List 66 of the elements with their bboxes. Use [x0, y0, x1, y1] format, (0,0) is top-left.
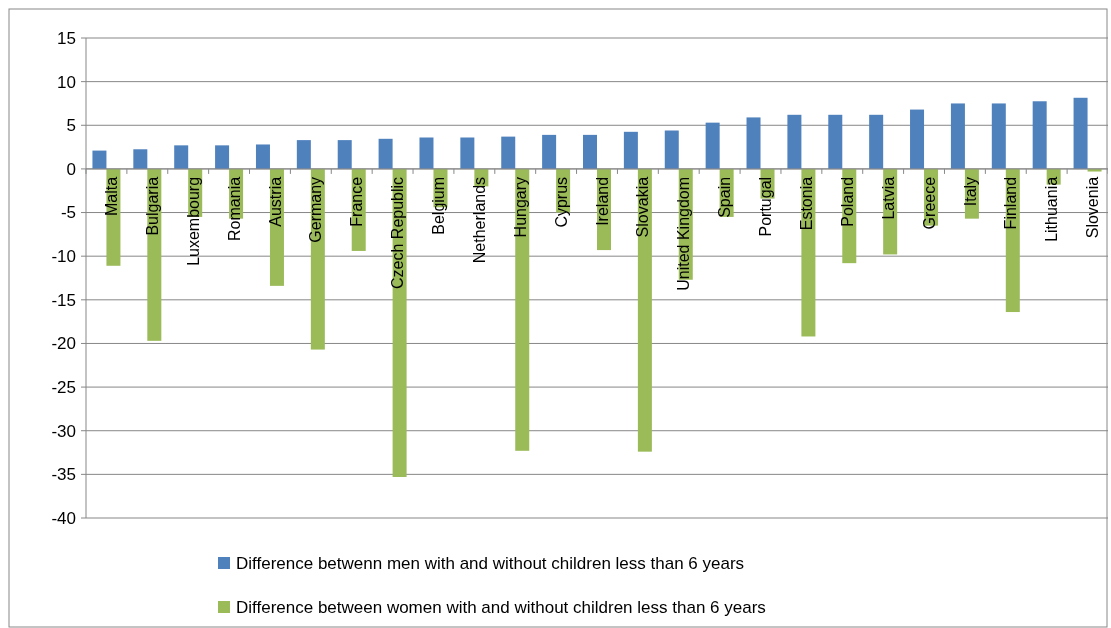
y-tick-label: 10 [57, 72, 76, 92]
y-tick-label: -20 [51, 334, 76, 354]
bar [419, 137, 434, 169]
x-tick-label: Spain [716, 176, 734, 218]
x-tick-label: Luxembourg [184, 176, 202, 266]
x-tick-label: Portugal [757, 176, 775, 237]
bar [296, 140, 311, 169]
bar [337, 140, 352, 169]
bar [950, 103, 965, 169]
x-tick-label: Greece [920, 176, 938, 230]
y-tick-label: -30 [51, 421, 76, 441]
bar [787, 114, 802, 169]
bar [542, 134, 557, 169]
x-tick-label: France [348, 176, 366, 227]
x-tick-label: United Kingdom [675, 176, 693, 291]
bar [501, 136, 516, 169]
bar [746, 117, 761, 169]
bar [583, 134, 597, 169]
bar [910, 109, 925, 169]
bar [92, 150, 107, 169]
x-tick-label: Finland [1002, 176, 1020, 230]
bar [705, 122, 720, 169]
x-tick-label: Belgium [430, 176, 448, 235]
x-tick-label: Latvia [879, 176, 897, 220]
y-tick-label: -10 [51, 247, 76, 267]
x-tick-label: Bulgaria [143, 176, 161, 236]
bar [1073, 97, 1088, 169]
y-tick-label: -15 [51, 290, 76, 310]
x-tick-label: Malta [103, 176, 121, 217]
x-tick-label: Slovenia [1084, 176, 1102, 239]
bar [869, 114, 884, 169]
y-tick-label: -25 [51, 378, 76, 398]
bar [637, 168, 652, 452]
x-tick-label: Romania [225, 176, 243, 241]
x-tick-label: Slovakia [634, 176, 652, 238]
bar [255, 144, 270, 169]
x-tick-label: Lithuania [1043, 176, 1061, 242]
x-tick-label: Germany [307, 176, 325, 243]
x-tick-label: Poland [838, 176, 856, 227]
legend-label: Difference betwenn men with and without children less than 6 years [236, 553, 745, 573]
bar [460, 137, 475, 169]
x-tick-label: Estonia [798, 176, 815, 231]
y-tick-label: 0 [66, 159, 76, 179]
y-tick-label: -40 [51, 508, 76, 528]
legend-label: Difference between women with and without children less than 6 years [236, 597, 766, 617]
bar [991, 103, 1006, 169]
bar [623, 131, 638, 169]
bar [1032, 101, 1047, 169]
x-tick-label: Netherlands [470, 176, 488, 264]
y-tick-label: -5 [60, 203, 76, 223]
bar [378, 138, 393, 169]
x-tick-label: Hungary [511, 176, 529, 238]
x-tick-label: Cyprus [552, 176, 570, 228]
x-tick-label: Ireland [593, 176, 611, 226]
y-tick-label: -35 [51, 465, 76, 485]
x-tick-label: Czech Republic [389, 176, 407, 289]
bar [174, 145, 189, 169]
y-tick-label: 5 [66, 116, 76, 136]
bar [133, 149, 148, 169]
bar [828, 114, 843, 169]
bar [515, 168, 530, 451]
x-tick-label: Italy [961, 176, 979, 207]
x-tick-label: Austria [266, 176, 284, 227]
y-tick-label: 15 [57, 28, 76, 48]
bar [215, 145, 230, 169]
bar [664, 130, 679, 169]
